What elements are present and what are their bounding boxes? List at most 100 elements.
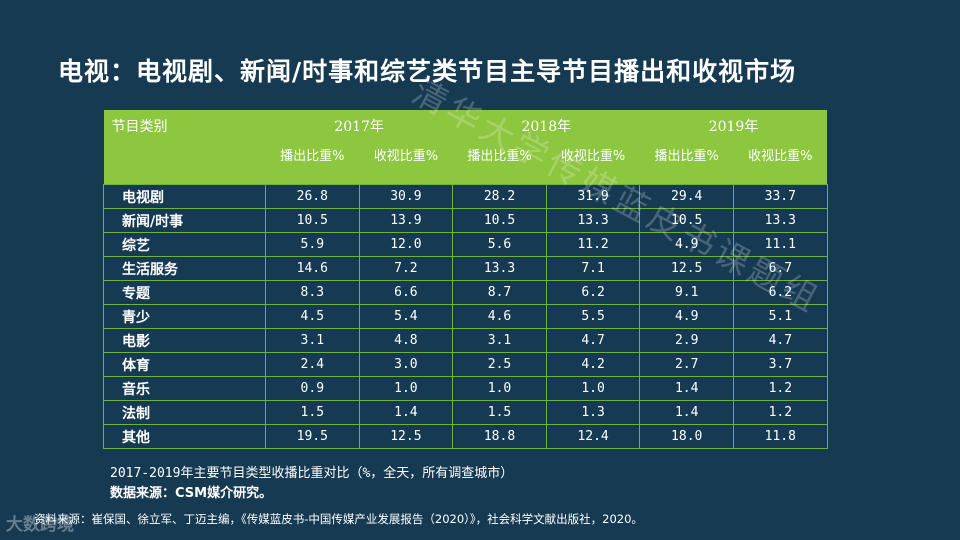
value-cell: 3.7: [733, 352, 828, 377]
value-cell: 13.3: [545, 208, 641, 233]
table-row: 法制 1.5 1.4 1.5 1.3 1.4 1.2: [103, 400, 828, 425]
category-cell: 法制: [103, 400, 266, 425]
value-cell: 1.4: [639, 400, 734, 425]
value-cell: 13.9: [358, 208, 454, 233]
table-body: 电视剧 26.8 30.9 28.2 31.9 29.4 33.7 新闻/时事 10.5 13.9…: [103, 184, 828, 449]
value-cell: 1.4: [639, 376, 734, 401]
table-row: 体育 2.4 3.0 2.5 4.2 2.7 3.7: [103, 352, 828, 377]
value-cell: 8.7: [452, 280, 547, 305]
value-cell: 9.1: [639, 280, 734, 305]
logo: 大数跨境: [6, 515, 74, 535]
value-cell: 3.1: [265, 328, 360, 353]
value-cell: 33.7: [733, 184, 828, 209]
value-cell: 1.5: [452, 400, 547, 425]
subheader-row: 播出比重% 收视比重% 播出比重% 收视比重% 播出比重% 收视比重%: [104, 143, 828, 185]
table-row: 其他 19.5 12.5 18.8 12.4 18.0 11.8: [103, 424, 828, 449]
category-cell: 电影: [103, 328, 266, 353]
subheader-broadcast-share: 播出比重%: [452, 143, 547, 185]
value-cell: 19.5: [265, 424, 360, 449]
value-cell: 4.9: [639, 232, 734, 257]
value-cell: 13.3: [733, 208, 828, 233]
value-cell: 11.8: [733, 424, 828, 449]
value-cell: 1.0: [545, 376, 641, 401]
table-row: 生活服务 14.6 7.2 13.3 7.1 12.5 6.7: [103, 256, 828, 281]
value-cell: 2.9: [639, 328, 734, 353]
value-cell: 5.6: [452, 232, 547, 257]
value-cell: 4.5: [265, 304, 360, 329]
year-header-row: 节目类别 2017年 2018年 2019年: [103, 110, 828, 185]
table-row: 新闻/时事 10.5 13.9 10.5 13.3 10.5 13.3: [103, 208, 828, 233]
value-cell: 28.2: [452, 184, 547, 209]
category-cell: 其他: [103, 424, 266, 449]
category-cell: 生活服务: [103, 256, 266, 281]
value-cell: 6.6: [358, 280, 454, 305]
value-cell: 14.6: [265, 256, 360, 281]
value-cell: 4.7: [545, 328, 641, 353]
value-cell: 13.3: [452, 256, 547, 281]
value-cell: 4.6: [452, 304, 547, 329]
value-cell: 0.9: [265, 376, 360, 401]
value-cell: 1.0: [452, 376, 547, 401]
value-cell: 7.1: [545, 256, 641, 281]
value-cell: 4.7: [733, 328, 828, 353]
reference-note: 资料来源：崔保国、徐立军、丁迈主编，《传媒蓝皮书-中国传媒产业发展报告（2020…: [34, 512, 643, 526]
value-cell: 2.7: [639, 352, 734, 377]
value-cell: 31.9: [545, 184, 641, 209]
value-cell: 4.8: [358, 328, 454, 353]
category-cell: 电视剧: [103, 184, 266, 209]
value-cell: 6.7: [733, 256, 828, 281]
value-cell: 1.3: [545, 400, 641, 425]
category-header: 节目类别: [103, 110, 266, 185]
value-cell: 6.2: [733, 280, 828, 305]
value-cell: 5.1: [733, 304, 828, 329]
value-cell: 12.5: [358, 424, 454, 449]
value-cell: 1.5: [265, 400, 360, 425]
category-cell: 体育: [103, 352, 266, 377]
value-cell: 10.5: [639, 208, 734, 233]
value-cell: 29.4: [639, 184, 734, 209]
category-cell: 青少: [103, 304, 266, 329]
value-cell: 12.0: [358, 232, 454, 257]
value-cell: 11.2: [545, 232, 641, 257]
value-cell: 5.9: [265, 232, 360, 257]
value-cell: 10.5: [265, 208, 360, 233]
category-cell: 新闻/时事: [103, 208, 266, 233]
subheader-viewing-share: 收视比重%: [733, 143, 828, 185]
value-cell: 3.0: [358, 352, 454, 377]
value-cell: 10.5: [452, 208, 547, 233]
value-cell: 12.4: [545, 424, 641, 449]
value-cell: 2.5: [452, 352, 547, 377]
value-cell: 2.4: [265, 352, 360, 377]
category-cell: 音乐: [103, 376, 266, 401]
value-cell: 1.4: [358, 400, 454, 425]
table-caption: 2017-2019年主要节目类型收播比重对比（%，全天，所有调查城市）: [110, 466, 514, 481]
value-cell: 4.9: [639, 304, 734, 329]
value-cell: 18.8: [452, 424, 547, 449]
data-source: 数据来源：CSM媒介研究。: [110, 486, 273, 501]
value-cell: 11.1: [733, 232, 828, 257]
table-row: 音乐 0.9 1.0 1.0 1.0 1.4 1.2: [103, 376, 828, 401]
value-cell: 3.1: [452, 328, 547, 353]
subheader-viewing-share: 收视比重%: [546, 143, 640, 185]
category-cell: 专题: [103, 280, 266, 305]
table-row: 专题 8.3 6.6 8.7 6.2 9.1 6.2: [103, 280, 828, 305]
value-cell: 1.2: [733, 376, 828, 401]
value-cell: 1.0: [358, 376, 454, 401]
subheader-viewing-share: 收视比重%: [359, 143, 453, 185]
value-cell: 12.5: [639, 256, 734, 281]
value-cell: 8.3: [265, 280, 360, 305]
value-cell: 5.4: [358, 304, 454, 329]
value-cell: 6.2: [545, 280, 641, 305]
value-cell: 1.2: [733, 400, 828, 425]
value-cell: 4.2: [545, 352, 641, 377]
table-row: 电视剧 26.8 30.9 28.2 31.9 29.4 33.7: [103, 184, 828, 209]
subheader-broadcast-share: 播出比重%: [265, 143, 360, 185]
year-header-2017: 2017年: [265, 110, 453, 143]
value-cell: 26.8: [265, 184, 360, 209]
subheader-broadcast-share: 播出比重%: [639, 143, 734, 185]
program-share-table: 节目类别 2017年 2018年 2019年 播出比重% 收视比重% 播出比重%…: [103, 110, 828, 449]
value-cell: 5.5: [545, 304, 641, 329]
table-row: 综艺 5.9 12.0 5.6 11.2 4.9 11.1: [103, 232, 828, 257]
table-row: 电影 3.1 4.8 3.1 4.7 2.9 4.7: [103, 328, 828, 353]
value-cell: 30.9: [358, 184, 454, 209]
